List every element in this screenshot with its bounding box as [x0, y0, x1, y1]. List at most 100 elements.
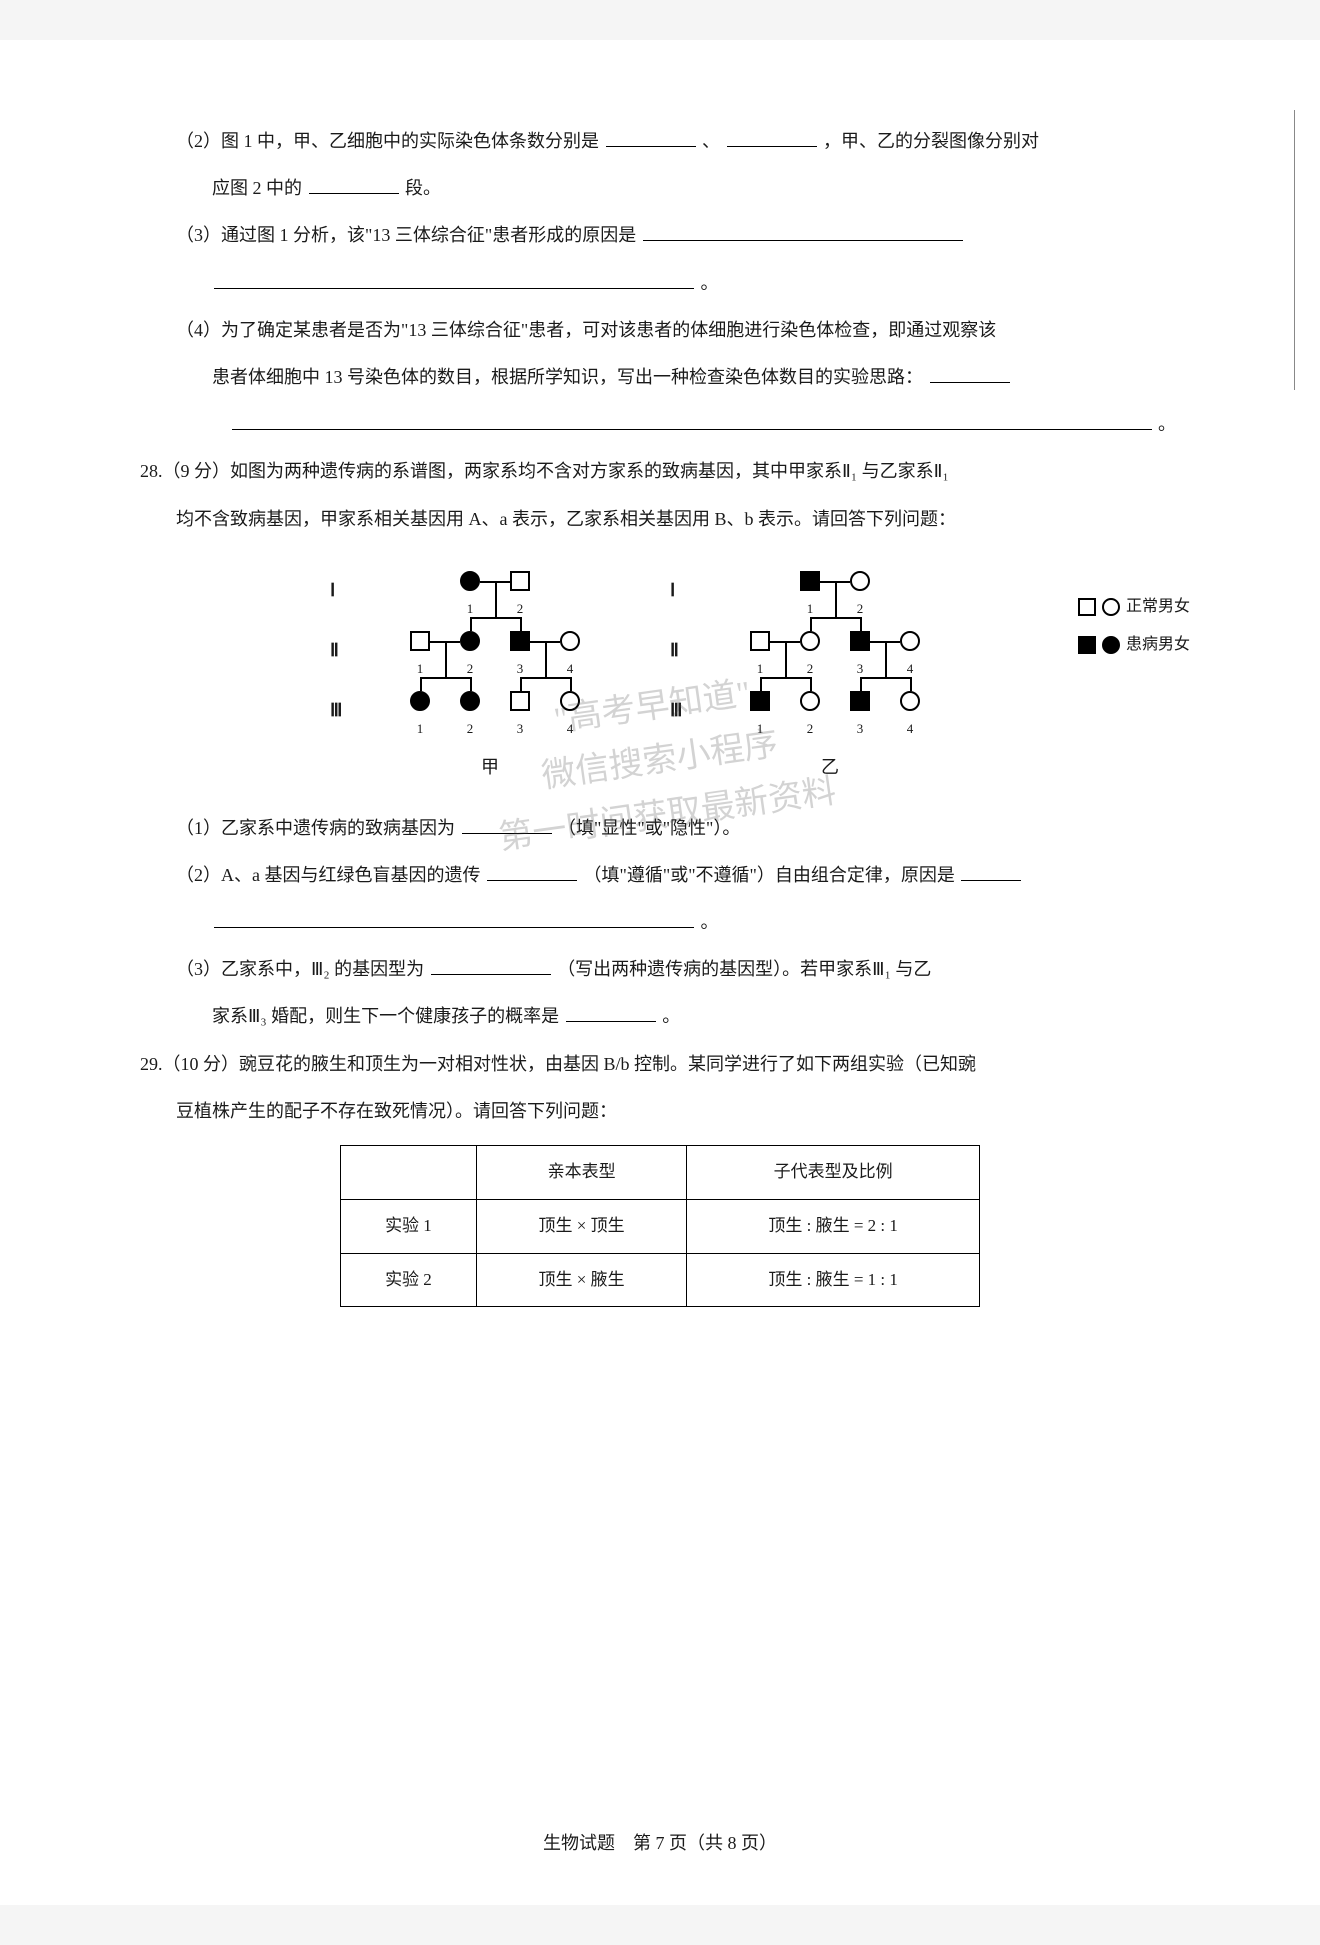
q28-p3-end: 。: [662, 1006, 680, 1026]
generation-label: Ⅲ: [330, 689, 342, 732]
table-header-row: 亲本表型 子代表型及比例: [341, 1146, 980, 1200]
table-header-cell: 亲本表型: [476, 1146, 686, 1200]
pedigree-caption-left: 甲: [481, 746, 499, 789]
female-symbol: [900, 691, 920, 711]
male-symbol: [410, 631, 430, 651]
connector-line: [420, 677, 470, 679]
legend-circle-fill-icon: [1102, 636, 1120, 654]
individual-number: 2: [460, 713, 480, 744]
table-cell: 顶生 : 腋生 = 2 : 1: [687, 1199, 980, 1253]
q28-p3-text-c: 家系Ⅲ₃ 婚配，则生下一个健康孩子的概率是: [212, 1006, 559, 1026]
male-symbol: [510, 571, 530, 591]
q27-p4: （4）为了确定某患者是否为"13 三体综合征"患者，可对该患者的体细胞进行染色体…: [140, 309, 1180, 352]
q27-p2: （2）图 1 中，甲、乙细胞中的实际染色体条数分别是 、 ，甲、乙的分裂图像分别…: [140, 120, 1180, 163]
connector-line: [760, 677, 810, 679]
male-symbol: [750, 691, 770, 711]
female-symbol: [850, 571, 870, 591]
connector-line: [470, 617, 520, 619]
q28-p3-text-a: （3）乙家系中，Ⅲ₂ 的基因型为: [176, 959, 424, 979]
q29-header: 29.（10 分）豌豆花的腋生和顶生为一对相对性状，由基因 B/b 控制。某同学…: [140, 1043, 1180, 1086]
q28-p1-text-a: （1）乙家系中遗传病的致病基因为: [176, 818, 455, 838]
connector-line: [470, 677, 472, 691]
connector-line: [785, 641, 787, 677]
q28-p1: （1）乙家系中遗传病的致病基因为 （填"显性"或"隐性"）。: [140, 807, 1180, 850]
individual-number: 4: [900, 713, 920, 744]
connector-line: [445, 641, 447, 677]
q28-p2-end: 。: [701, 912, 719, 932]
table-cell: 顶生 × 顶生: [476, 1199, 686, 1253]
blank: [214, 906, 694, 928]
individual-number: 3: [850, 713, 870, 744]
male-symbol: [750, 631, 770, 651]
q27-p2-text-b: 、: [702, 131, 720, 151]
exam-page: （2）图 1 中，甲、乙细胞中的实际染色体条数分别是 、 ，甲、乙的分裂图像分别…: [0, 40, 1320, 1905]
q27-p3-end: 。: [701, 273, 719, 293]
female-symbol: [560, 631, 580, 651]
q27-p2-text-c: ，甲、乙的分裂图像分别对: [823, 131, 1039, 151]
blank: [606, 125, 696, 147]
connector-line: [545, 641, 547, 677]
blank: [643, 220, 963, 242]
table-cell: 顶生 : 腋生 = 1 : 1: [687, 1253, 980, 1307]
experiment-table: 亲本表型 子代表型及比例 实验 1 顶生 × 顶生 顶生 : 腋生 = 2 : …: [340, 1145, 980, 1307]
female-symbol: [560, 691, 580, 711]
connector-line: [520, 617, 522, 631]
blank: [487, 859, 577, 881]
q27-p4-text-a: （4）为了确定某患者是否为"13 三体综合征"患者，可对该患者的体细胞进行染色体…: [176, 320, 996, 340]
table-cell: 实验 2: [341, 1253, 477, 1307]
pedigree-right: 乙 正常男女 患病男女 ⅠⅡⅢ1212341234: [690, 561, 970, 761]
q27-p2-cont: 应图 2 中的 段。: [140, 167, 1180, 210]
q27-p3: （3）通过图 1 分析，该"13 三体综合征"患者形成的原因是: [140, 214, 1180, 257]
table-cell: 实验 1: [341, 1199, 477, 1253]
q28-p2-line: 。: [140, 901, 1180, 944]
q27-p3-line: 。: [140, 262, 1180, 305]
q27-p3-text-a: （3）通过图 1 分析，该"13 三体综合征"患者形成的原因是: [176, 225, 636, 245]
q28-p2: （2）A、a 基因与红绿色盲基因的遗传 （填"遵循"或"不遵循"）自由组合定律，…: [140, 854, 1180, 897]
legend-affected: 患病男女: [1078, 629, 1190, 661]
table-header-cell: [341, 1146, 477, 1200]
q28-header2: 均不含致病基因，甲家系相关基因用 A、a 表示，乙家系相关基因用 B、b 表示。…: [140, 498, 1180, 541]
q27-p4-line: 。: [140, 403, 1180, 446]
q28-p2-text-a: （2）A、a 基因与红绿色盲基因的遗传: [176, 865, 481, 885]
connector-line: [810, 677, 812, 691]
pedigree-wrap: 甲 ⅠⅡⅢ1212341234 乙 正常男女 患病男女 ⅠⅡⅢ1212: [140, 561, 1180, 761]
page-footer: 生物试题 第 7 页（共 8 页）: [0, 1829, 1320, 1855]
generation-label: Ⅰ: [330, 569, 335, 612]
female-symbol: [410, 691, 430, 711]
q28-p2-text-b: （填"遵循"或"不遵循"）自由组合定律，原因是: [584, 865, 955, 885]
q29-header2-text: 豆植株产生的配子不存在致死情况）。请回答下列问题：: [176, 1101, 617, 1121]
connector-line: [860, 677, 910, 679]
connector-line: [470, 617, 472, 631]
q29-header-text: 29.（10 分）豌豆花的腋生和顶生为一对相对性状，由基因 B/b 控制。某同学…: [140, 1054, 976, 1074]
generation-label: Ⅰ: [670, 569, 675, 612]
margin-rule: [1294, 110, 1295, 390]
connector-line: [760, 677, 762, 691]
blank: [930, 361, 1010, 383]
connector-line: [835, 581, 837, 617]
connector-line: [520, 677, 570, 679]
table-row: 实验 2 顶生 × 腋生 顶生 : 腋生 = 1 : 1: [341, 1253, 980, 1307]
q28-p3: （3）乙家系中，Ⅲ₂ 的基因型为 （写出两种遗传病的基因型）。若甲家系Ⅲ₁ 与乙: [140, 948, 1180, 991]
individual-number: 1: [410, 713, 430, 744]
connector-line: [810, 617, 860, 619]
blank: [961, 859, 1021, 881]
generation-label: Ⅱ: [670, 629, 679, 672]
q27-p4-text-b: 患者体细胞中 13 号染色体的数目，根据所学知识，写出一种检查染色体数目的实验思…: [212, 367, 923, 387]
connector-line: [495, 581, 497, 617]
content-area: （2）图 1 中，甲、乙细胞中的实际染色体条数分别是 、 ，甲、乙的分裂图像分别…: [140, 120, 1180, 1307]
female-symbol: [800, 631, 820, 651]
q28-header: 28.（9 分）如图为两种遗传病的系谱图，两家系均不含对方家系的致病基因，其中甲…: [140, 450, 1180, 493]
q27-p4-end: 。: [1158, 414, 1176, 434]
female-symbol: [460, 571, 480, 591]
female-symbol: [900, 631, 920, 651]
connector-line: [810, 617, 812, 631]
male-symbol: [800, 571, 820, 591]
q29-header2: 豆植株产生的配子不存在致死情况）。请回答下列问题：: [140, 1090, 1180, 1133]
legend-square-fill-icon: [1078, 636, 1096, 654]
connector-line: [570, 677, 572, 691]
generation-label: Ⅲ: [670, 689, 682, 732]
q28-p1-text-b: （填"显性"或"隐性"）。: [558, 818, 740, 838]
male-symbol: [510, 631, 530, 651]
female-symbol: [460, 631, 480, 651]
blank: [566, 1001, 656, 1023]
